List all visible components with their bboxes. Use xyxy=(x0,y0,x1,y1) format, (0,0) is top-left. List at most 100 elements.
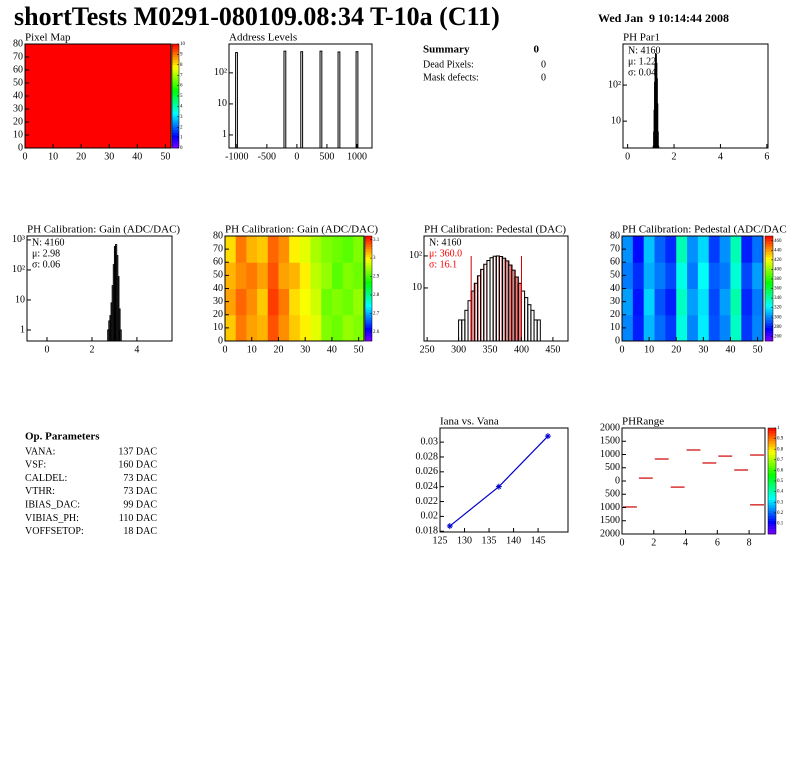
heatmap-cell xyxy=(665,236,677,263)
color-scale-step xyxy=(765,262,773,266)
y-tick-label: 0 xyxy=(18,142,23,153)
color-scale-step xyxy=(765,278,773,281)
color-scale-step xyxy=(172,129,179,133)
color-scale-step xyxy=(172,90,179,94)
x-tick-label: 140 xyxy=(506,535,521,546)
heatmap-cell xyxy=(708,262,721,289)
heatmap-cell xyxy=(697,288,710,316)
stats-line: μ: 1.22 xyxy=(628,56,656,67)
heatmap-cell xyxy=(622,314,634,342)
color-scale-frame xyxy=(364,235,373,342)
color-scale-step xyxy=(365,296,372,300)
color-scale-step xyxy=(768,488,776,492)
y-tick-label: 60 xyxy=(13,64,23,75)
color-scale-step xyxy=(768,486,776,490)
heatmap-cell xyxy=(741,262,753,289)
heatmap-cell xyxy=(342,288,354,316)
parameter-value: 99 DAC xyxy=(123,499,157,510)
heatmap-cell xyxy=(752,314,764,342)
heatmap-cell xyxy=(654,236,666,263)
x-tick-label: 40 xyxy=(725,344,735,355)
parameter-name: VTHR: xyxy=(25,486,55,497)
color-scale-step xyxy=(172,116,179,120)
heatmap-cell xyxy=(225,236,237,263)
color-scale-step xyxy=(365,285,372,289)
z-tick-label: 0.5 xyxy=(777,479,784,484)
color-scale-step xyxy=(365,272,372,276)
color-scale-step xyxy=(365,304,372,308)
color-scale-step xyxy=(172,98,179,102)
color-scale-step xyxy=(768,518,776,522)
color-scale-step xyxy=(765,309,773,313)
y-tick-label: 40 xyxy=(213,283,223,294)
y-tick-label: 80 xyxy=(610,230,620,241)
heatmap-cell xyxy=(235,288,247,316)
color-scale-step xyxy=(172,80,179,84)
heatmap-cell xyxy=(719,288,731,316)
color-scale-step xyxy=(172,57,179,60)
stats-line: N: 4160 xyxy=(32,237,65,248)
color-scale-step xyxy=(765,288,773,292)
x-tick-label: 4 xyxy=(683,537,688,548)
heatmap-cell xyxy=(730,314,742,342)
heatmap-cell xyxy=(321,288,333,316)
panel-title: PHRange xyxy=(622,416,664,428)
panel-title: PH Calibration: Gain (ADC/DAC) xyxy=(27,224,180,236)
heatmap-cell xyxy=(697,262,710,289)
x-tick-label: 20 xyxy=(76,151,86,162)
color-scale-step xyxy=(365,333,372,337)
heatmap-cell xyxy=(289,314,301,342)
color-scale-step xyxy=(172,88,179,92)
x-tick-label: 10 xyxy=(48,151,58,162)
heatmap-cell xyxy=(632,236,645,263)
x-tick-label: 10 xyxy=(247,344,257,355)
color-scale-step xyxy=(172,51,179,55)
color-scale-step xyxy=(765,272,773,276)
color-scale-step xyxy=(768,483,776,487)
heatmap-cell xyxy=(654,288,666,316)
color-scale-step xyxy=(765,317,773,321)
heatmap-cell xyxy=(331,262,344,289)
color-scale-step xyxy=(765,264,773,268)
color-scale-step xyxy=(365,251,372,255)
color-scale-step xyxy=(365,241,372,245)
color-scale-step xyxy=(768,441,776,445)
x-tick-label: 400 xyxy=(514,344,529,355)
color-scale-step xyxy=(768,428,776,431)
color-scale-step xyxy=(172,127,179,131)
x-tick-label: 0 xyxy=(223,344,228,355)
color-scale-step xyxy=(365,322,372,326)
y-tick-label: 30 xyxy=(213,296,223,307)
heatmap-cell xyxy=(676,314,688,342)
heatmap-cell xyxy=(321,262,333,289)
color-scale-step xyxy=(365,283,372,287)
z-tick-label: 2.6 xyxy=(373,330,380,335)
heatmap-cell xyxy=(257,288,269,316)
color-scale-step xyxy=(765,270,773,274)
y-tick-label: 10 xyxy=(611,115,621,126)
y-tick-label: 0.022 xyxy=(416,496,439,507)
color-scale-step xyxy=(768,467,776,471)
stats-line: σ: 0.04 xyxy=(628,67,656,78)
z-tick-label: 3 xyxy=(180,115,183,120)
color-scale-step xyxy=(172,119,179,123)
heatmap-cell xyxy=(676,288,688,316)
color-scale-step xyxy=(768,459,776,463)
color-scale-step xyxy=(765,280,773,284)
y-tick-label: 70 xyxy=(610,243,620,254)
heatmap-cell xyxy=(687,288,699,316)
y-tick-label: 30 xyxy=(610,296,620,307)
heatmap-cell xyxy=(353,314,365,342)
color-scale-step xyxy=(765,254,773,258)
color-scale-step xyxy=(365,330,372,334)
y-tick-label: 60 xyxy=(213,257,223,268)
y-tick-label: 0 xyxy=(615,475,620,486)
heatmap-cell xyxy=(278,262,290,289)
heatmap-cell xyxy=(730,262,742,289)
heatmap-cell xyxy=(246,288,258,316)
y-tick-label: 0.028 xyxy=(416,451,439,462)
z-tick-label: 0.7 xyxy=(777,458,784,463)
x-tick-label: 40 xyxy=(327,344,337,355)
color-scale-step xyxy=(768,491,776,495)
y-tick-label: 10 xyxy=(217,98,227,109)
